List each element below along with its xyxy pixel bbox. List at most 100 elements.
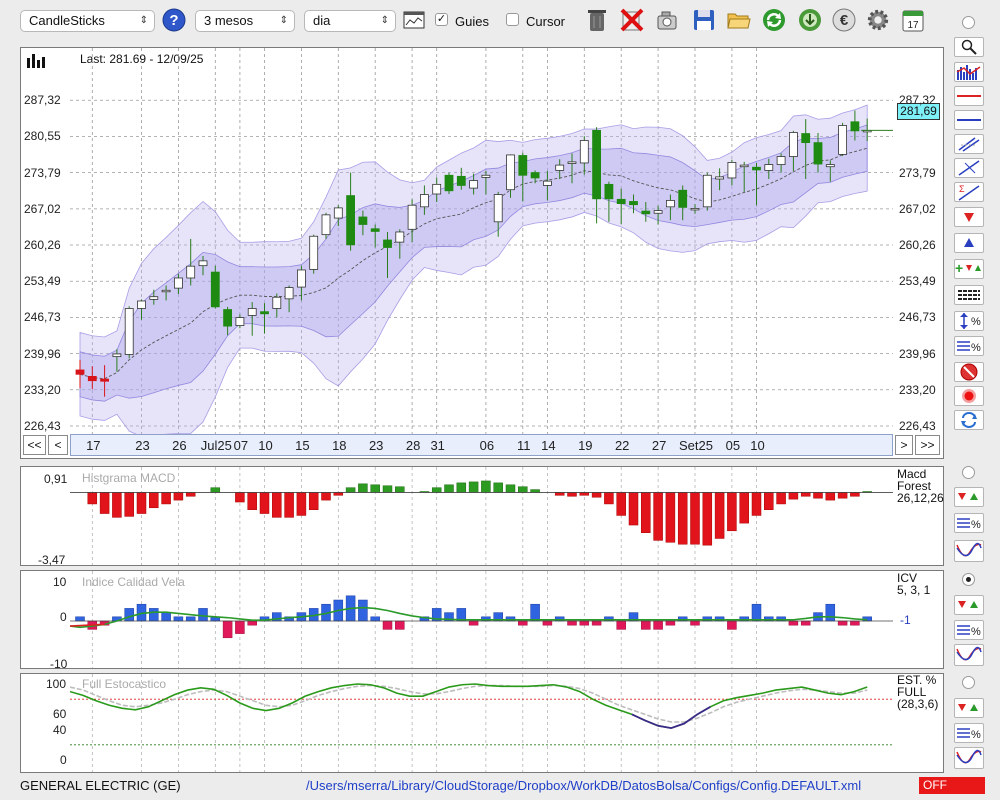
lines-percent-icon[interactable]: %	[954, 336, 984, 356]
status-off-badge[interactable]: OFF	[919, 777, 985, 794]
macd-bar	[210, 487, 221, 493]
stochastic-panel[interactable]	[20, 673, 944, 773]
fibonacci-icon[interactable]: Σ	[954, 182, 984, 202]
macd-bar	[665, 492, 676, 543]
candle	[702, 172, 712, 211]
scroll-next-button[interactable]: >	[895, 435, 913, 455]
horizontal-line-red-icon[interactable]	[954, 86, 984, 106]
download-icon[interactable]	[798, 7, 822, 33]
macd-indicator-icon[interactable]	[954, 540, 984, 562]
candle	[764, 158, 774, 180]
stoch-type: FULL	[897, 685, 927, 699]
icv-indicator-icon[interactable]	[954, 644, 984, 666]
stoch-panel-radio[interactable]	[962, 676, 975, 689]
help-icon[interactable]: ?	[162, 7, 186, 33]
macd-bar	[456, 482, 467, 493]
macd-lines-percent-icon[interactable]: %	[954, 513, 984, 533]
candle	[346, 172, 356, 251]
volume-profile-icon[interactable]	[954, 62, 984, 82]
candle	[100, 365, 110, 397]
add-signals-icon[interactable]: +	[954, 259, 984, 279]
no-entry-icon[interactable]	[954, 362, 984, 382]
save-icon[interactable]	[692, 7, 716, 33]
candle	[715, 168, 724, 191]
candle	[579, 136, 589, 175]
price-y-tick: 260,26	[24, 238, 61, 253]
scroll-prev-button[interactable]: <	[48, 435, 68, 455]
main-panel-radio[interactable]	[962, 16, 975, 29]
icv-bar	[124, 608, 134, 622]
stoch-indicator-icon[interactable]	[954, 747, 984, 769]
ticker-name: GENERAL ELECTRIC (GE)	[20, 778, 181, 793]
trendline-icon[interactable]	[954, 158, 984, 178]
icv-bar	[370, 616, 380, 622]
chart-type-glyph-icon	[27, 54, 45, 71]
candle	[813, 133, 823, 173]
price-chart-plot[interactable]	[70, 48, 893, 434]
price-chart-panel[interactable]	[20, 47, 944, 459]
zoom-icon[interactable]	[954, 37, 984, 57]
date-tick-label: 31	[430, 438, 445, 453]
calendar-icon[interactable]: 17	[901, 7, 925, 33]
candle	[407, 199, 417, 243]
scroll-last-button[interactable]: >>	[915, 435, 940, 455]
icv-signals-icon[interactable]	[954, 595, 984, 615]
arrow-down-red-icon[interactable]	[954, 207, 984, 227]
candle	[555, 159, 565, 180]
period-select[interactable]: 3 mesos ⇕	[195, 10, 295, 32]
macd-bar	[813, 492, 823, 499]
candle	[186, 238, 196, 286]
chart-type-select[interactable]: CandleSticks ⇕	[20, 10, 155, 32]
icv-lines-percent-icon[interactable]: %	[954, 620, 984, 640]
macd-signals-icon[interactable]	[954, 487, 984, 507]
macd-bar	[788, 492, 799, 500]
swap-arrows-icon[interactable]	[954, 410, 984, 430]
chart-window-icon[interactable]	[402, 7, 426, 33]
record-icon[interactable]	[954, 386, 984, 406]
icv-panel-radio[interactable]	[962, 573, 975, 586]
scroll-first-button[interactable]: <<	[23, 435, 46, 455]
macd-bar	[739, 492, 749, 524]
macd-bar	[505, 484, 516, 493]
date-tick-label: 22	[614, 438, 630, 453]
candle	[456, 167, 466, 190]
camera-icon[interactable]	[655, 7, 679, 33]
config-path-link[interactable]: /Users/mserra/Library/CloudStorage/Dropb…	[306, 778, 862, 793]
date-tick-label: 14	[541, 438, 556, 453]
icv-bar	[530, 603, 540, 622]
price-y-tick-right: 273,79	[899, 165, 936, 180]
date-axis[interactable]: 17 23 26 Jul25 07 10 15 18 23 28 31 06 11 14 19 22 27 Set…	[70, 434, 893, 456]
lines-list-icon[interactable]	[954, 285, 984, 305]
refresh-icon[interactable]	[762, 7, 786, 33]
cursor-checkbox[interactable]	[506, 13, 519, 26]
stoch-lines-percent-icon[interactable]: %	[954, 723, 984, 743]
gear-icon[interactable]	[866, 7, 890, 33]
candle	[493, 191, 503, 237]
macd-title: Histgrama MACD	[82, 471, 176, 485]
candle	[678, 185, 688, 221]
macd-panel-radio[interactable]	[962, 466, 975, 479]
delete-icon[interactable]	[620, 7, 644, 33]
svg-text:%: %	[971, 519, 981, 531]
interval-select[interactable]: dia ⇕	[304, 10, 396, 32]
currency-icon[interactable]: €	[832, 7, 856, 33]
price-y-tick-right: 267,02	[899, 201, 936, 216]
guides-checkbox[interactable]: ✓	[435, 13, 448, 26]
date-tick-label: 07	[233, 438, 249, 453]
scale-percent-icon[interactable]: %	[954, 311, 984, 331]
macd-bar	[850, 492, 860, 497]
macd-bar	[173, 492, 184, 501]
svg-text:%: %	[971, 316, 981, 328]
icv-bar	[382, 620, 393, 630]
horizontal-line-blue-icon[interactable]	[954, 110, 984, 130]
arrow-up-blue-icon[interactable]	[954, 233, 984, 253]
candle	[653, 205, 663, 225]
period-value: 3 mesos	[204, 13, 254, 28]
trash-icon[interactable]	[585, 7, 609, 33]
candle	[333, 205, 343, 227]
candle	[272, 293, 282, 318]
stoch-signals-icon[interactable]	[954, 698, 984, 718]
open-folder-icon[interactable]	[727, 7, 751, 33]
svg-text:?: ?	[169, 12, 178, 29]
channel-icon[interactable]	[954, 134, 984, 154]
